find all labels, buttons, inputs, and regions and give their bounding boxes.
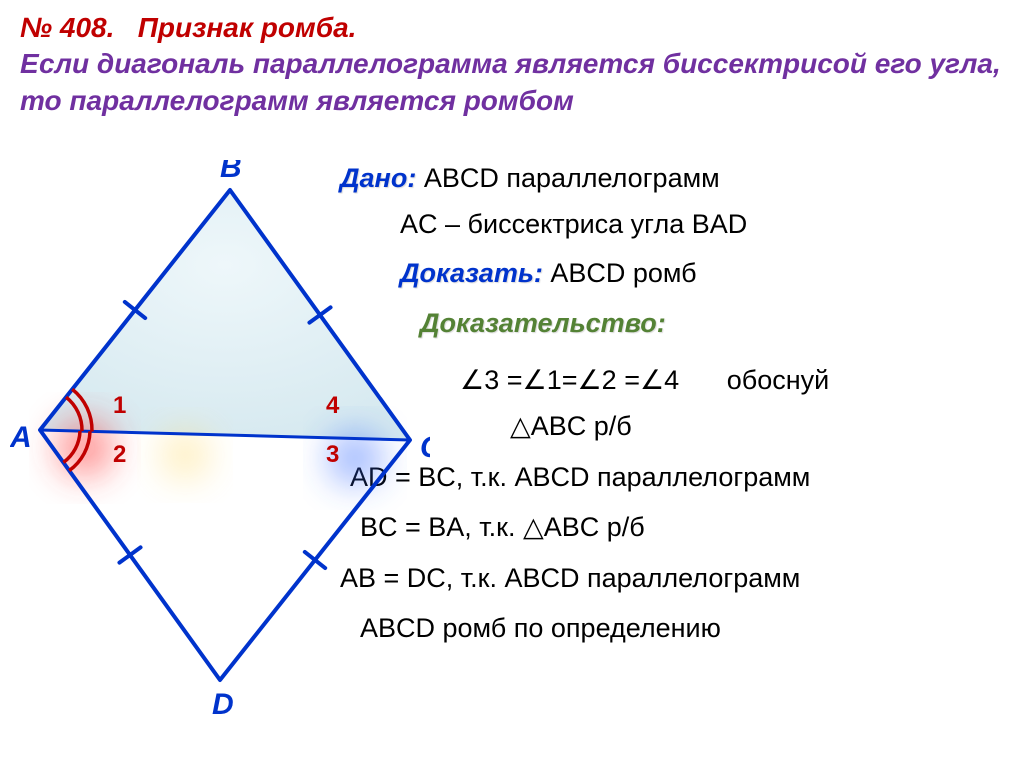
given-1: ABCD параллелограмм <box>416 163 719 193</box>
proof-triangle: △ABC р/б <box>510 408 1020 444</box>
proof-line4: BC = BA, т.к. △ABC р/б <box>360 509 1020 545</box>
angle-label-4: 4 <box>326 392 340 419</box>
rhombus-diagram: A B C D 1 2 3 4 <box>10 160 430 720</box>
proof-line3: AD = BC, т.к. ABCD параллелограмм <box>350 459 1020 495</box>
angles-equality: ∠3 =∠1=∠2 =∠4 <box>460 365 679 395</box>
problem-number: № 408. <box>20 12 114 43</box>
vertex-A: A <box>10 421 32 454</box>
vertex-D: D <box>212 688 234 720</box>
justify-text: обоснуй <box>727 365 830 395</box>
proof-label: Доказательство: <box>420 305 1020 341</box>
theorem-text: Если диагональ параллелограмма является … <box>20 46 1004 119</box>
angle-label-1: 1 <box>113 392 126 419</box>
proof-line5: AB = DC, т.к. ABCD параллелограмм <box>340 560 1020 596</box>
problem-title: Признак ромба. <box>138 12 357 43</box>
angle-label-3: 3 <box>326 441 339 468</box>
diagram-svg: A B C D 1 2 3 4 <box>10 160 430 720</box>
prove-text: ABCD ромб <box>543 258 697 288</box>
vertex-C: C <box>420 431 430 464</box>
given-2: AC – биссектриса угла BAD <box>400 206 1020 242</box>
proof-line6: ABCD ромб по определению <box>360 610 1020 646</box>
vertex-B: B <box>220 160 242 184</box>
angle-label-2: 2 <box>113 441 126 468</box>
